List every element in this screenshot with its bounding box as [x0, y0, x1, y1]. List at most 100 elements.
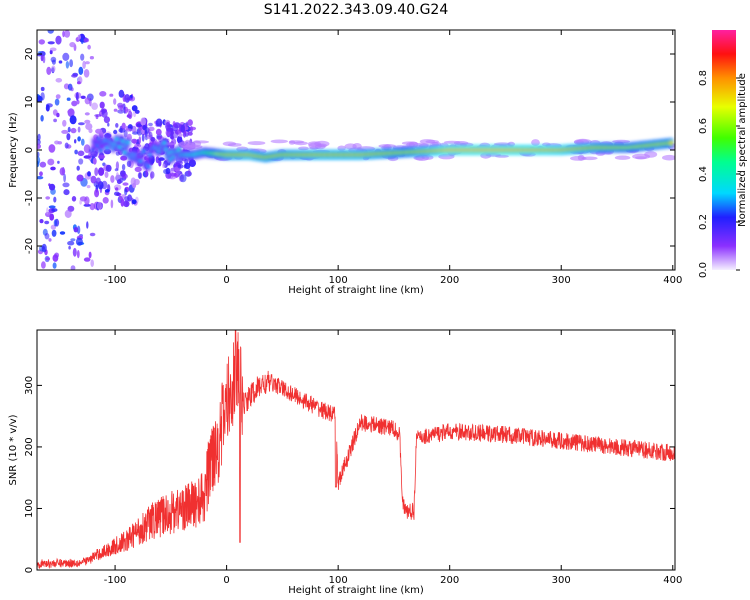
noise-blob — [96, 201, 102, 210]
noise-blob — [115, 123, 119, 128]
x-tick-label: 300 — [552, 575, 571, 586]
noise-blob — [83, 203, 91, 207]
noise-blob — [110, 175, 115, 183]
noise-blob — [53, 219, 58, 227]
ridge-core — [669, 141, 674, 145]
noise-blob — [49, 183, 56, 191]
y-tick-label: 300 — [24, 376, 35, 395]
noise-blob — [51, 59, 56, 65]
noise-blob — [86, 221, 89, 229]
noise-blob — [64, 142, 69, 149]
noise-blob — [69, 42, 76, 48]
noise-blob — [83, 69, 90, 78]
chart-title: S141.2022.343.09.40.G24 — [264, 2, 449, 18]
ridge-core — [146, 165, 151, 168]
noise-blob — [165, 122, 171, 131]
noise-blob — [114, 168, 119, 172]
y-tick-label: -10 — [24, 190, 35, 206]
colorbar-ticks: 0.0 0.2 0.4 0.6 0.8 — [698, 70, 740, 278]
noise-blob — [47, 41, 55, 45]
noise-blob — [51, 65, 56, 73]
noise-blob — [80, 53, 85, 61]
noise-blob — [71, 196, 77, 202]
noise-blob — [77, 34, 82, 40]
noise-blob — [78, 158, 84, 165]
x-tick-label: 200 — [440, 575, 459, 586]
ridge-core — [141, 149, 146, 153]
noise-blob — [61, 129, 69, 134]
snr-panel: -100 0 100 200 300 400 0 100 200 300 Height of st… — [8, 329, 682, 596]
noise-blob — [101, 109, 108, 118]
ridge-core — [114, 137, 119, 141]
noise-blob — [70, 87, 74, 92]
noise-blob — [126, 160, 132, 167]
noise-blob — [63, 83, 70, 90]
noise-blob — [64, 30, 71, 38]
noise-blob — [48, 205, 56, 209]
noise-blob — [44, 233, 50, 240]
noise-blob — [45, 196, 51, 200]
noise-blob — [83, 38, 90, 43]
noise-blob — [187, 119, 193, 126]
noise-blob — [75, 92, 79, 101]
colorbar: 0.0 0.2 0.4 0.6 0.8 Normalized spectral ampl… — [698, 30, 748, 278]
noise-blob — [187, 131, 193, 136]
noise-blob — [121, 164, 126, 171]
noise-blob — [81, 138, 85, 146]
noise-blob — [38, 39, 45, 45]
ridge-core — [162, 141, 167, 145]
noise-blob — [124, 188, 128, 196]
ridge-core — [125, 140, 130, 144]
noise-blob — [73, 227, 79, 233]
snr-xlabel: Height of straight line (km) — [288, 585, 424, 596]
noise-blob — [94, 189, 100, 198]
noise-blob — [59, 167, 66, 176]
noise-blob — [37, 95, 43, 102]
noise-blob — [80, 37, 84, 45]
spectrogram-xlabel: Height of straight line (km) — [288, 285, 424, 296]
noise-blob — [102, 197, 109, 204]
noise-blob — [62, 30, 65, 38]
noise-blob — [165, 167, 171, 175]
noise-blob — [99, 101, 105, 109]
noise-blob — [177, 164, 184, 169]
noise-blob — [158, 159, 162, 167]
noise-blob — [113, 129, 118, 135]
noise-blob — [65, 61, 70, 69]
noise-blob — [155, 118, 163, 127]
noise-blob — [121, 122, 126, 130]
noise-blob — [145, 169, 148, 178]
noise-blob — [39, 219, 44, 224]
colorbar-tick-label: 0.8 — [698, 70, 709, 86]
y-tick-label: 0 — [24, 567, 35, 573]
noise-blob — [76, 165, 80, 171]
noise-blob — [40, 115, 44, 122]
x-tick-label: 100 — [329, 575, 348, 586]
noise-blob — [77, 81, 81, 85]
colorbar-label: Normalized spectral amplitude — [737, 73, 748, 227]
noise-blob — [54, 252, 59, 258]
noise-blob — [39, 161, 47, 168]
ridge-core — [98, 149, 103, 152]
noise-blob — [172, 121, 176, 127]
noise-blob — [56, 112, 60, 118]
noise-blob — [37, 156, 41, 165]
noise-blob — [67, 240, 75, 246]
halo-blob — [337, 145, 346, 151]
noise-blob — [66, 133, 71, 141]
noise-blob — [184, 162, 191, 169]
halo-blob — [614, 155, 631, 160]
noise-blob — [148, 131, 153, 138]
noise-blob — [92, 157, 97, 165]
noise-blob — [175, 169, 181, 175]
halo-blob — [495, 154, 509, 158]
ridge-core — [138, 159, 143, 163]
x-tick-label: 400 — [663, 275, 682, 286]
noise-blob — [91, 102, 98, 110]
ridge-core — [122, 150, 127, 154]
halo-blob — [192, 140, 202, 148]
halo-blob — [635, 156, 647, 160]
halo-blob — [298, 146, 309, 151]
noise-blob — [74, 139, 77, 144]
snr-frame — [36, 329, 676, 571]
